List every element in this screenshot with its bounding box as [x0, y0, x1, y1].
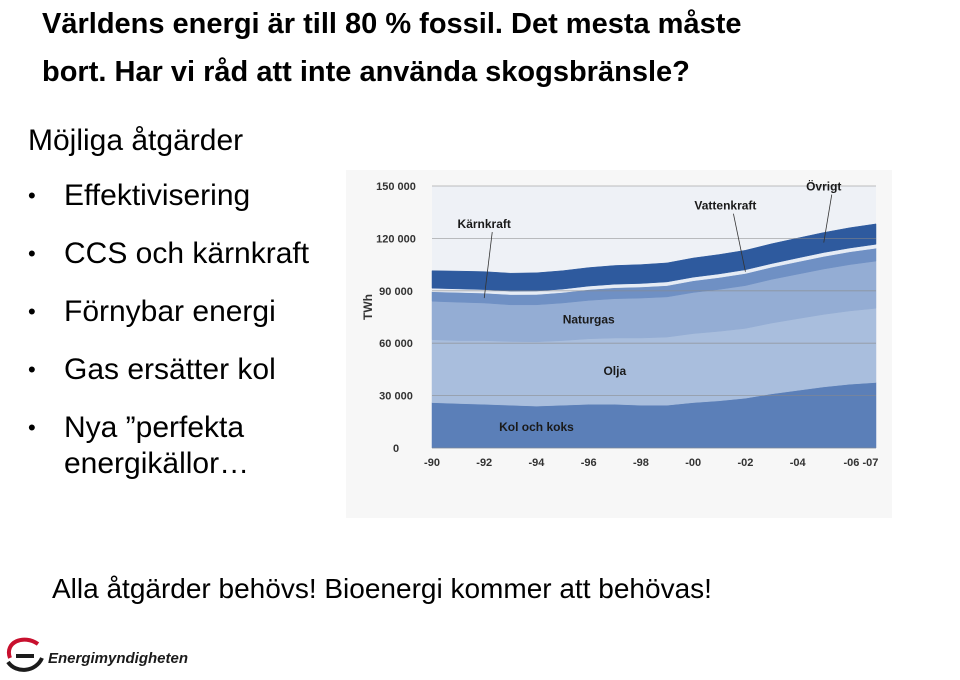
footer-statement: Alla åtgärder behövs! Bioenergi kommer a…	[52, 573, 712, 604]
annotation-leader-line	[483, 232, 493, 299]
area-övrigt	[431, 223, 877, 292]
y-axis-label: TWh	[361, 294, 375, 320]
y-tick-label: 120 000	[376, 233, 416, 245]
list-item: • Gas ersätter kol	[28, 352, 314, 388]
bullet-icon: •	[28, 183, 36, 208]
annotation-label: Vattenkraft	[694, 199, 756, 213]
annotation-label: Kärnkraft	[458, 217, 511, 231]
x-tick-label: -92	[476, 457, 492, 469]
list-item-label: Gas ersätter kol	[64, 353, 276, 386]
subheading: Möjliga åtgärder	[28, 124, 244, 157]
x-tick-label: -96	[581, 457, 597, 469]
y-tick-label: 150 000	[376, 181, 416, 193]
list-item-label: Effektivisering	[64, 179, 251, 212]
x-tick-label: -04	[790, 457, 807, 469]
measures-list: • Effektivisering • CCS och kärnkraft • För…	[28, 178, 314, 504]
x-tick-label: -98	[633, 457, 649, 469]
list-item: • Förnybar energi	[28, 294, 314, 330]
slide-title: Världens energi är till 80 % fossil. Det…	[42, 0, 942, 96]
bullet-icon: •	[28, 357, 36, 382]
y-tick-label: 60 000	[379, 338, 413, 350]
stacked-area-chart: 0 30 000 60 000 90 000 120 000 150 000 TWh -90 -…	[361, 179, 879, 469]
energimyndigheten-logo-icon	[6, 637, 44, 672]
annotation-label: Övrigt	[806, 179, 841, 194]
list-item: • CCS och kärnkraft	[28, 236, 314, 272]
x-tick-label: -00	[685, 457, 701, 469]
energy-chart: 0 30 000 60 000 90 000 120 000 150 000 TWh -90 -…	[346, 170, 892, 518]
annotation-leader-line	[733, 213, 746, 272]
annotation-label: Olja	[603, 364, 626, 378]
annotation-leader-line	[823, 194, 833, 243]
y-tick-label: 30 000	[379, 391, 413, 403]
y-tick-label: 90 000	[379, 286, 413, 298]
list-item-label: CCS och kärnkraft	[64, 237, 310, 270]
annotation-label: Naturgas	[563, 313, 615, 327]
slide-title-line-1: Världens energi är till 80 % fossil. Det…	[42, 8, 742, 40]
bullet-icon: •	[28, 241, 36, 266]
list-item: • Effektivisering	[28, 178, 314, 214]
y-tick-label: 0	[393, 443, 399, 455]
x-tick-label: -94	[529, 457, 546, 469]
list-item-label: Förnybar energi	[64, 295, 276, 328]
x-tick-label: -02	[737, 457, 753, 469]
slide-title-line-2: bort. Har vi råd att inte använda skogsb…	[42, 56, 690, 88]
annotation-label: Kol och koks	[499, 420, 574, 434]
x-tick-label: -90	[424, 457, 440, 469]
x-tick-label: -06 -07	[844, 457, 879, 469]
bullet-icon: •	[28, 299, 36, 324]
list-item-label: Nya ”perfekta energikällor…	[64, 411, 250, 480]
logo-text: Energimyndigheten	[48, 650, 189, 667]
bullet-icon: •	[28, 415, 36, 440]
list-item: • Nya ”perfekta energikällor…	[28, 410, 314, 482]
